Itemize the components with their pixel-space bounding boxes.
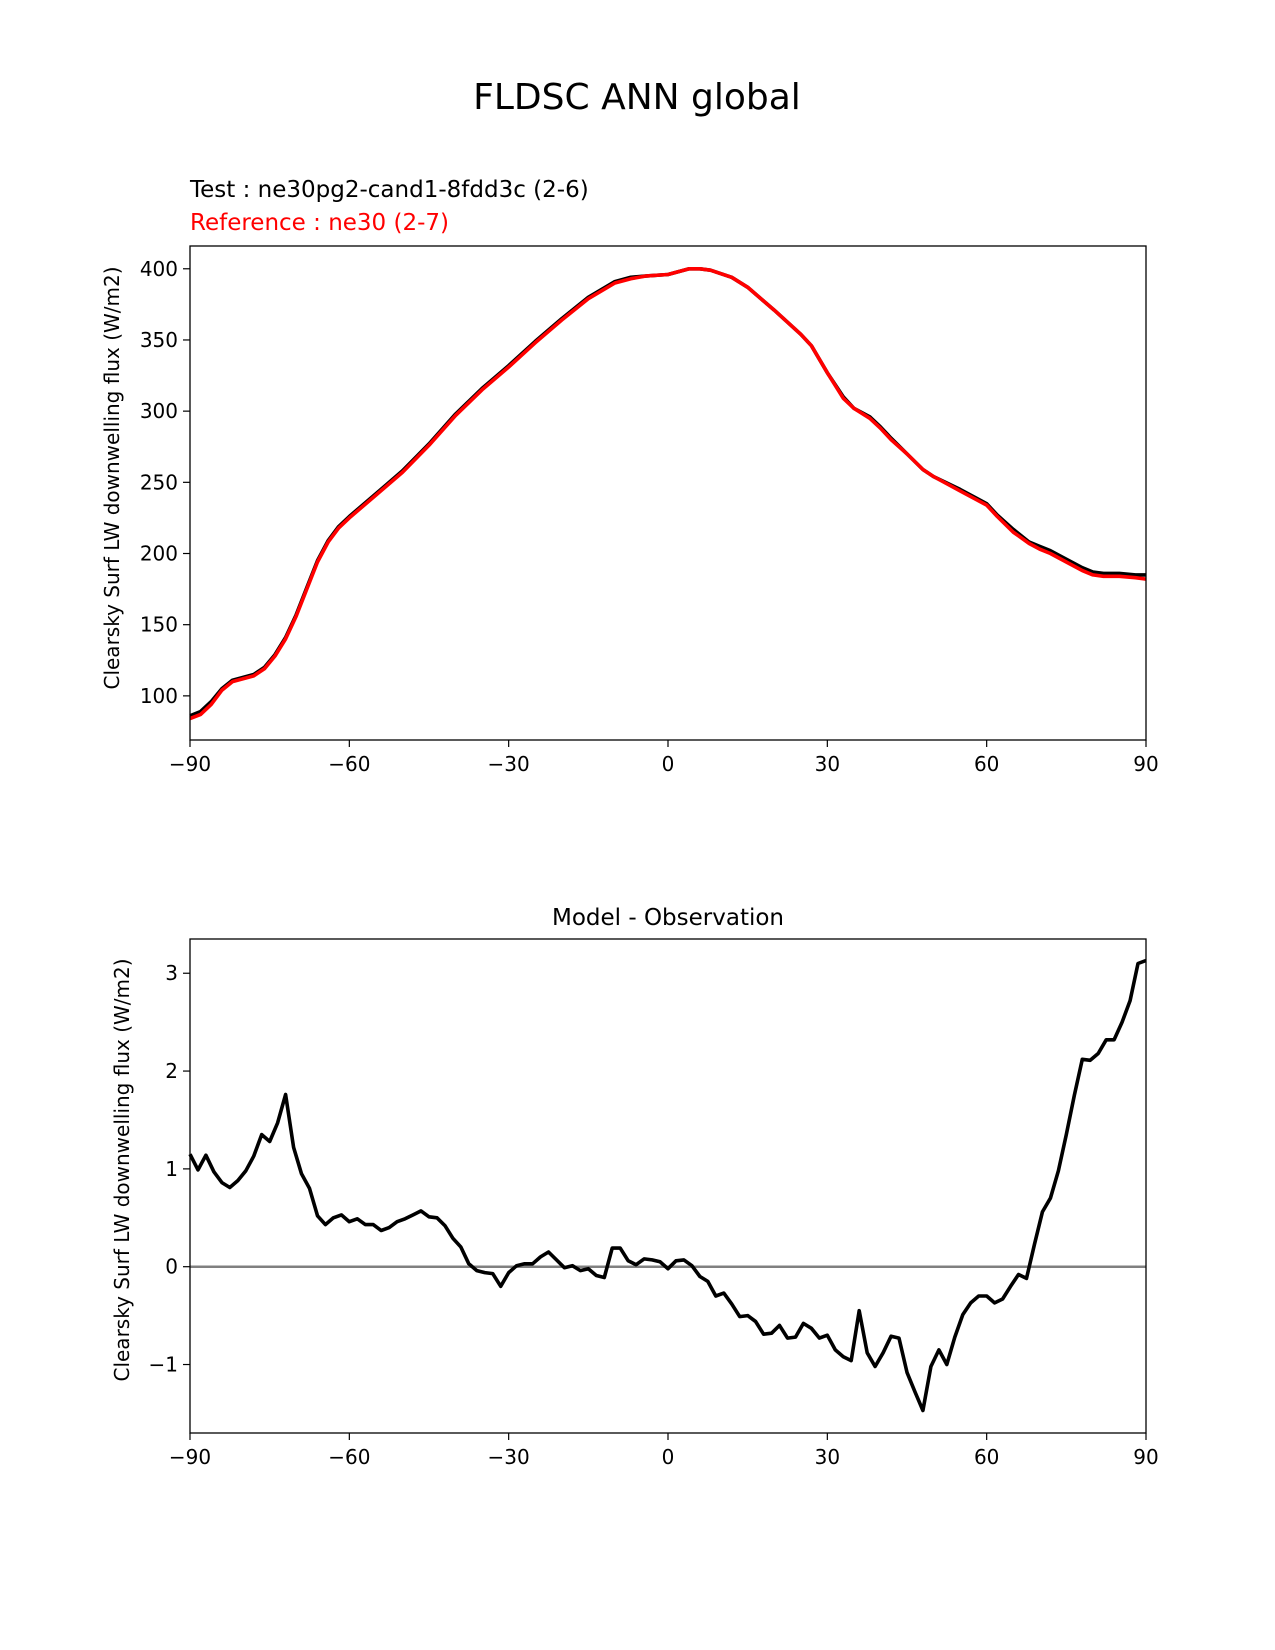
bottom-xtick-label: 90 [1133, 1445, 1158, 1469]
top-ytick-label: 250 [140, 470, 178, 494]
top-ytick-label: 400 [140, 257, 178, 281]
top-ytick-label: 100 [140, 684, 178, 708]
bottom-xtick-label: −60 [328, 1445, 370, 1469]
bottom-axes-frame [189, 938, 1147, 1434]
bottom-ytick-label: 1 [165, 1157, 178, 1181]
top-ytick-label: 150 [140, 613, 178, 637]
bottom-panel: Model - Observation Clearsky Surf LW dow… [110, 905, 1159, 1469]
top-ylabel: Clearsky Surf LW downwelling flux (W/m2) [100, 266, 124, 689]
top-plot-area: −90 −60 −30 0 30 60 90 100 150 200 250 300 350 400 [140, 257, 1159, 776]
bottom-xtick-label: −90 [169, 1445, 211, 1469]
bottom-plot-area: −90 −60 −30 0 30 60 90 −1 0 1 2 3 [149, 958, 1159, 1469]
bottom-ytick-label: −1 [149, 1353, 178, 1377]
diff-title: Model - Observation [552, 905, 784, 931]
top-ytick-label: 200 [140, 542, 178, 566]
test-title: Test : ne30pg2-cand1-8fdd3c (2-6) [189, 177, 589, 203]
bottom-series-line-model-observation [188, 958, 1147, 1413]
top-xtick-label: 0 [662, 752, 675, 776]
bottom-ytick-label: 2 [165, 1059, 178, 1083]
top-xtick-label: −30 [488, 752, 530, 776]
bottom-xtick-label: 0 [662, 1445, 675, 1469]
top-xtick-label: 60 [974, 752, 999, 776]
bottom-ytick-label: 0 [165, 1255, 178, 1279]
bottom-xtick-label: 30 [815, 1445, 840, 1469]
bottom-xtick-label: 60 [974, 1445, 999, 1469]
bottom-ylabel: Clearsky Surf LW downwelling flux (W/m2) [110, 958, 134, 1381]
bottom-xtick-label: −30 [488, 1445, 530, 1469]
top-ytick-label: 350 [140, 328, 178, 352]
top-series-line-test [189, 267, 1146, 718]
bottom-ytick-label: 3 [165, 961, 178, 985]
top-xtick-label: −60 [328, 752, 370, 776]
top-panel: Test : ne30pg2-cand1-8fdd3c (2-6) Refere… [100, 177, 1159, 776]
reference-title: Reference : ne30 (2-7) [190, 210, 449, 236]
top-xtick-label: 30 [815, 752, 840, 776]
top-axes-frame [189, 245, 1147, 741]
top-ytick-label: 300 [140, 399, 178, 423]
figure-title: FLDSC ANN global [473, 77, 801, 118]
top-series-line-reference [189, 267, 1147, 721]
top-xtick-label: 90 [1133, 752, 1158, 776]
top-xtick-label: −90 [169, 752, 211, 776]
